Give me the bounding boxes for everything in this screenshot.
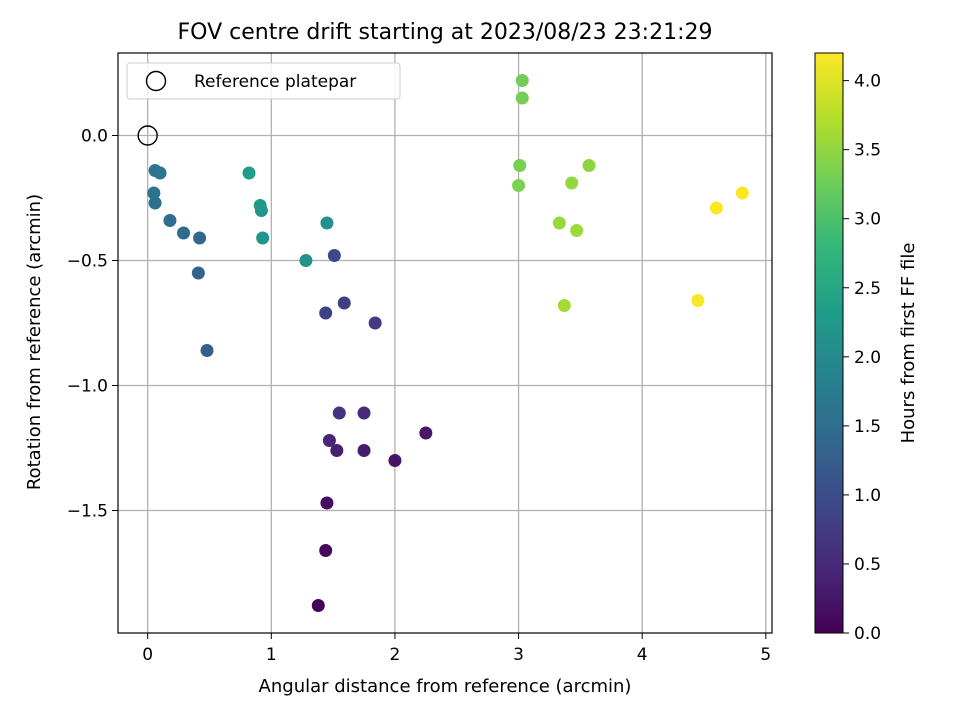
data-point <box>319 306 333 320</box>
data-point <box>709 201 723 215</box>
data-point <box>320 496 334 510</box>
legend-reference-label: Reference platepar <box>194 72 356 92</box>
data-point <box>200 344 214 357</box>
y-tick-label: −0.5 <box>67 252 108 272</box>
data-point <box>163 214 177 227</box>
x-tick-label: 3 <box>513 645 524 665</box>
data-point <box>148 196 162 210</box>
data-point <box>357 406 371 420</box>
data-point <box>557 299 571 312</box>
legend-reference-marker <box>145 70 167 92</box>
x-tick-label: 5 <box>760 645 771 665</box>
colorbar-tick-label: 0.0 <box>854 624 881 644</box>
reference-marker <box>137 125 158 146</box>
colorbar-gradient <box>814 52 844 634</box>
legend: Reference platepar <box>126 62 401 100</box>
x-tick-label: 4 <box>637 645 648 665</box>
legend-box <box>126 62 401 100</box>
x-tick-label: 0 <box>142 645 153 665</box>
y-ticks: 0.0 −0.5 −1.0 −1.5 <box>67 127 118 522</box>
data-point <box>388 454 402 467</box>
colorbar-tick-label: 2.0 <box>854 348 881 368</box>
data-point <box>330 444 344 457</box>
y-tick-label: 0.0 <box>81 127 108 147</box>
data-point <box>319 544 333 557</box>
data-point <box>419 426 433 440</box>
data-point <box>320 216 334 230</box>
chart-title: FOV centre drift starting at 2023/08/23 … <box>178 20 713 45</box>
data-point <box>337 296 351 310</box>
colorbar-label: Hours from first FF file <box>898 243 919 444</box>
x-tick-label: 2 <box>390 645 401 665</box>
colorbar-tick-label: 0.5 <box>854 555 881 575</box>
colorbar-tick-label: 4.0 <box>854 72 881 92</box>
data-point <box>512 179 526 192</box>
colorbar-tick-label: 1.5 <box>854 417 881 437</box>
colorbar-tick-label: 1.0 <box>854 486 881 506</box>
data-point <box>177 226 191 240</box>
data-point <box>191 266 205 280</box>
data-point <box>515 91 529 105</box>
colorbar-tick-label: 3.0 <box>854 210 881 230</box>
data-point <box>193 231 207 245</box>
y-axis-label: Rotation from reference (arcmin) <box>24 194 45 490</box>
x-axis-label: Angular distance from reference (arcmin) <box>259 676 632 697</box>
data-point <box>322 434 336 447</box>
data-point <box>253 199 267 212</box>
data-points <box>137 74 749 612</box>
data-point <box>357 444 371 457</box>
data-point <box>368 316 382 330</box>
data-point <box>256 231 270 245</box>
plot-axes <box>117 52 773 634</box>
data-point <box>299 254 313 267</box>
data-point <box>565 176 579 190</box>
plot-frame <box>117 52 773 634</box>
data-point <box>327 249 341 262</box>
data-point <box>570 224 584 237</box>
colorbar-ticks: 0.0 0.5 1.0 1.5 2.0 2.5 3.0 3.5 4.0 <box>843 72 881 644</box>
data-point <box>735 186 749 200</box>
y-tick-label: −1.5 <box>67 502 108 522</box>
data-point <box>311 599 325 612</box>
x-ticks: 0 1 2 3 4 5 <box>142 633 771 665</box>
data-point <box>332 406 346 420</box>
colorbar-tick-label: 3.5 <box>854 141 881 161</box>
data-point <box>242 166 256 180</box>
data-point <box>513 159 527 172</box>
data-point <box>691 294 705 307</box>
y-tick-label: −1.0 <box>67 377 108 397</box>
data-point <box>552 216 566 230</box>
grid-lines <box>118 53 772 633</box>
colorbar: 0.0 0.5 1.0 1.5 2.0 2.5 3.0 3.5 4.0 Hours from f… <box>814 52 919 644</box>
colorbar-tick-label: 2.5 <box>854 279 881 299</box>
x-tick-label: 1 <box>266 645 277 665</box>
data-point <box>153 166 167 180</box>
data-point <box>582 159 596 172</box>
data-point <box>515 74 529 87</box>
data-point <box>147 186 161 200</box>
